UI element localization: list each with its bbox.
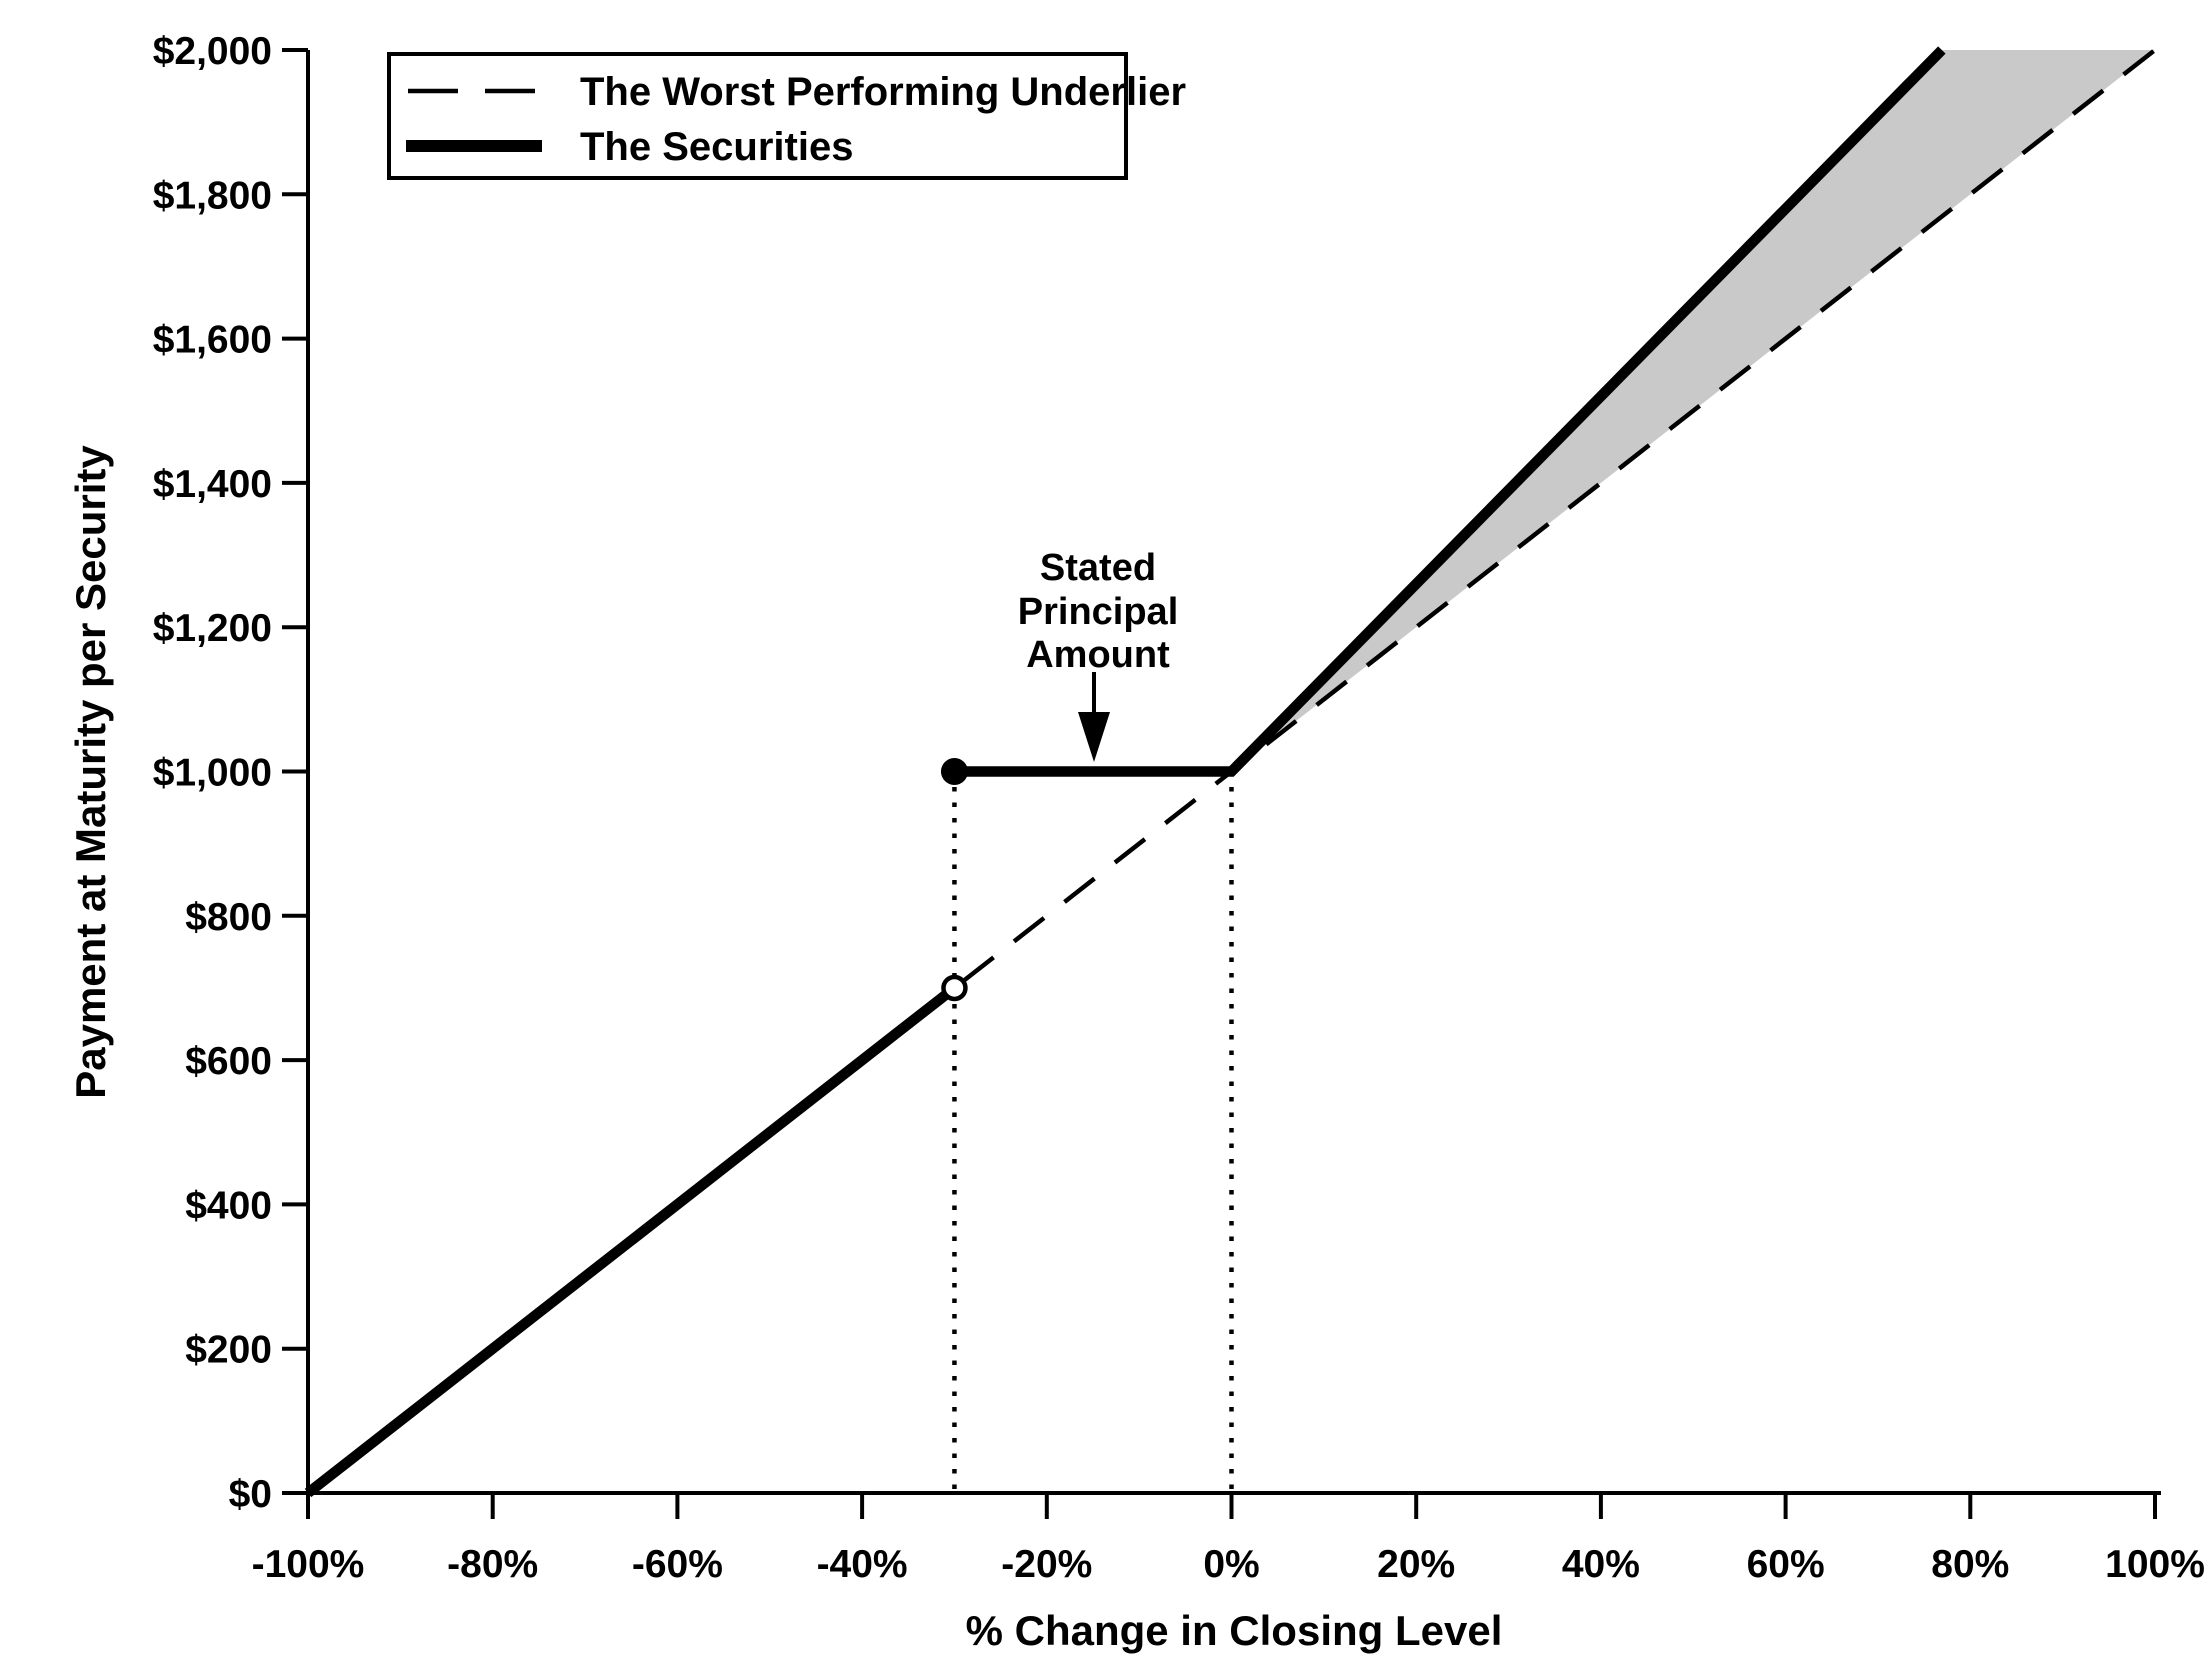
annotation-line-1: Stated bbox=[1040, 547, 1156, 589]
axes bbox=[282, 48, 2161, 1519]
x-tick-label: 80% bbox=[1931, 1543, 2009, 1586]
legend-box bbox=[387, 52, 1128, 180]
y-axis-title: Payment at Maturity per Security bbox=[67, 445, 114, 1099]
open-circle-marker bbox=[941, 974, 968, 1002]
y-tick-label: $1,400 bbox=[153, 463, 272, 506]
y-tick-label: $200 bbox=[185, 1329, 272, 1372]
y-tick-label: $2,000 bbox=[153, 30, 272, 73]
markers bbox=[940, 758, 968, 1002]
x-tick-label: -100% bbox=[252, 1543, 365, 1586]
y-tick-label: $1,800 bbox=[153, 174, 272, 217]
y-tick-label: $1,200 bbox=[153, 607, 272, 650]
x-tick-labels: -100% -80% -60% -40% -20% 0% 20% 40% 60% 80% 100% bbox=[252, 1543, 2204, 1586]
x-tick-label: 40% bbox=[1562, 1543, 1640, 1586]
x-tick-label: 0% bbox=[1203, 1543, 1259, 1586]
x-tick-label: 60% bbox=[1747, 1543, 1825, 1586]
securities-line-segment bbox=[304, 983, 958, 1498]
x-tick-label: 100% bbox=[2105, 1543, 2204, 1586]
y-tick-label: $800 bbox=[185, 896, 272, 939]
x-axis-title: % Change in Closing Level bbox=[966, 1607, 1503, 1654]
y-tick-label: $1,600 bbox=[153, 319, 272, 362]
x-tick-label: -80% bbox=[447, 1543, 538, 1586]
x-tick-label: 20% bbox=[1377, 1543, 1455, 1586]
y-tick-label: $600 bbox=[185, 1040, 272, 1083]
annotation-line-2: Principal bbox=[1018, 591, 1179, 633]
legend-item-label: The Worst Performing Underlier bbox=[580, 70, 1186, 114]
legend: The Worst Performing Underlier The Securi… bbox=[387, 52, 1186, 180]
y-tick-label: $400 bbox=[185, 1184, 272, 1227]
legend-item-label: The Securities bbox=[580, 125, 853, 169]
y-tick-labels: $0 $200 $400 $600 $800 $1,000 $1,200 $1,400 $1,6… bbox=[153, 30, 272, 1516]
x-tick-label: -40% bbox=[817, 1543, 908, 1586]
filled-circle-marker bbox=[940, 758, 968, 785]
reference-lines bbox=[952, 771, 1234, 1493]
annotation-line-3: Amount bbox=[1026, 634, 1170, 676]
securities-line-segment bbox=[954, 46, 1946, 777]
annotation-arrow-head bbox=[1078, 712, 1110, 762]
y-tick-label: $1,000 bbox=[153, 752, 272, 795]
securities-series bbox=[304, 46, 1946, 1498]
x-tick-label: -60% bbox=[632, 1543, 723, 1586]
x-tick-label: -20% bbox=[1001, 1543, 1092, 1586]
y-tick-label: $0 bbox=[229, 1473, 272, 1516]
annotation: Stated Principal Amount bbox=[1018, 547, 1179, 762]
